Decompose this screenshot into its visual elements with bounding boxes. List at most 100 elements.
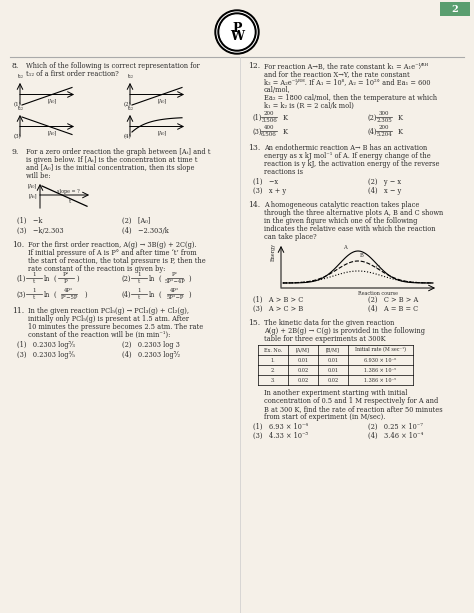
Text: table for three experiments at 300K: table for three experiments at 300K [264,335,386,343]
Text: (4): (4) [368,128,378,136]
Text: (4)   −2.303/k: (4) −2.303/k [122,227,169,235]
Text: t₁₂ of a first order reaction?: t₁₂ of a first order reaction? [26,70,119,78]
Text: ): ) [77,275,80,283]
Text: Energy: Energy [271,243,276,261]
Text: slope = ?: slope = ? [57,189,80,194]
Text: t₁₂: t₁₂ [128,106,134,111]
Text: 0.01: 0.01 [328,368,338,373]
Text: (4): (4) [124,134,132,139]
Text: (1)   −k: (1) −k [17,217,42,225]
Text: (1): (1) [253,114,263,122]
Text: 4P°: 4P° [64,288,74,293]
Text: (4)   x − y: (4) x − y [368,187,401,195]
Text: (2)   y − x: (2) y − x [368,178,401,186]
Text: (1): (1) [14,102,22,107]
Text: t: t [138,279,140,284]
Text: (2)   0.25 × 10⁻⁷: (2) 0.25 × 10⁻⁷ [368,423,423,431]
Text: An endothermic reaction A→ B has an activation: An endothermic reaction A→ B has an acti… [264,144,427,152]
Text: t: t [33,295,35,300]
Text: 2.305: 2.305 [376,118,392,123]
Text: 9.: 9. [12,148,19,156]
Text: 14.: 14. [248,201,260,209]
Text: (2)   C > B > A: (2) C > B > A [368,296,418,304]
Text: If initial pressure of A is P° and after time ‘t’ from: If initial pressure of A is P° and after… [28,249,197,257]
Text: ln: ln [44,291,50,299]
Text: K: K [283,128,288,136]
FancyBboxPatch shape [440,2,470,16]
Text: 1.386 × 10⁻⁵: 1.386 × 10⁻⁵ [365,378,397,383]
Text: is given below. If [Aₜ] is the concentration at time t: is given below. If [Aₜ] is the concentra… [26,156,198,164]
Text: (3): (3) [14,134,22,139]
Text: reaction is y kJ, the activation energy of the reverse: reaction is y kJ, the activation energy … [264,160,439,168]
Text: from start of experiment (in M/sec).: from start of experiment (in M/sec). [264,413,385,421]
Text: A homogeneous catalytic reaction takes place: A homogeneous catalytic reaction takes p… [264,201,419,209]
Text: cal/mol,: cal/mol, [264,86,291,94]
Text: 4P°: 4P° [170,288,180,293]
Text: t₁₂: t₁₂ [128,74,134,79]
Text: Ex. No.: Ex. No. [264,348,282,352]
Text: 400: 400 [264,125,274,130]
Text: W: W [230,31,244,44]
Text: t: t [68,199,71,204]
Text: In another experiment starting with initial: In another experiment starting with init… [264,389,407,397]
Text: ): ) [189,275,191,283]
Text: the start of reaction, the total pressure is P, then the: the start of reaction, the total pressur… [28,257,206,265]
Text: and for the reaction X→Y, the rate constant: and for the reaction X→Y, the rate const… [264,70,410,78]
Text: 0.02: 0.02 [328,378,338,383]
Text: rate constant of the reaction is given by:: rate constant of the reaction is given b… [28,265,165,273]
Text: t: t [138,295,140,300]
Text: 0.01: 0.01 [298,357,309,362]
Text: [B/M]: [B/M] [326,348,340,352]
Text: B at 300 K, find the rate of reaction after 50 minutes: B at 300 K, find the rate of reaction af… [264,405,443,413]
Text: 1.386 × 10⁻⁵: 1.386 × 10⁻⁵ [365,368,397,373]
Text: 1: 1 [137,272,141,277]
Text: [A₀]: [A₀] [157,99,167,104]
Text: t₁₂: t₁₂ [18,74,24,79]
Text: can take place?: can take place? [264,233,317,241]
Text: 3.: 3. [271,378,275,383]
Text: 200: 200 [379,125,389,130]
Text: The kinetic data for the given reaction: The kinetic data for the given reaction [264,319,394,327]
Text: ln: ln [44,275,50,283]
Text: (2): (2) [368,114,377,122]
Text: (2)   [A₀]: (2) [A₀] [122,217,151,225]
Text: ln: ln [149,275,155,283]
Text: 0.02: 0.02 [298,378,309,383]
Text: (1)   −x: (1) −x [253,178,278,186]
Text: (: ( [159,291,162,299]
Text: 1: 1 [32,288,36,293]
Text: 3.506: 3.506 [261,118,277,123]
Text: 5P°−4P: 5P°−4P [164,279,185,284]
Text: (3)   x + y: (3) x + y [253,187,286,195]
Text: (2): (2) [122,275,131,283]
Text: (2): (2) [124,102,132,107]
Circle shape [215,10,259,54]
Text: 10 minutes the pressure becomes 2.5 atm. The rate: 10 minutes the pressure becomes 2.5 atm.… [28,323,203,331]
Text: constant of the reaction will be (in min⁻¹):: constant of the reaction will be (in min… [28,331,170,339]
Text: 1.: 1. [271,357,275,362]
Circle shape [220,15,254,49]
Text: 300: 300 [379,111,389,116]
Text: Ea₂ = 1800 cal/mol, then the temperature at which: Ea₂ = 1800 cal/mol, then the temperature… [264,94,437,102]
Text: (1)   0.2303 log⁵⁄₃: (1) 0.2303 log⁵⁄₃ [17,341,75,349]
Text: k₂ = A₂e⁻ᴵ⁄ᴿᴴ. If A₁ = 10⁸, A₂ = 10²° and Ea₁ = 600: k₂ = A₂e⁻ᴵ⁄ᴿᴴ. If A₁ = 10⁸, A₂ = 10²° an… [264,78,430,86]
Text: t₁₂: t₁₂ [18,106,24,111]
Text: k₁ = k₂ is (R = 2 cal/k mol): k₁ = k₂ is (R = 2 cal/k mol) [264,102,354,110]
Text: A(g) + 2B(g) → C(g) is provided in the following: A(g) + 2B(g) → C(g) is provided in the f… [264,327,425,335]
Text: (4)   A = B = C: (4) A = B = C [368,305,418,313]
Text: 13.: 13. [248,144,260,152]
Text: 12.: 12. [248,62,260,70]
Text: B: B [359,253,363,258]
Text: 0.01: 0.01 [328,357,338,362]
Text: [A₀]: [A₀] [47,131,56,135]
Text: ln: ln [149,291,155,299]
Text: (3)   0.2303 log³⁄₅: (3) 0.2303 log³⁄₅ [17,351,75,359]
Text: (3)   −k/2.303: (3) −k/2.303 [17,227,64,235]
Text: (4): (4) [122,291,132,299]
Text: ): ) [189,291,191,299]
Text: [A₀]: [A₀] [157,131,167,135]
Text: (3): (3) [17,291,27,299]
Text: ): ) [85,291,88,299]
Circle shape [218,13,256,51]
Text: Initial rate (M sec⁻¹): Initial rate (M sec⁻¹) [355,348,406,352]
